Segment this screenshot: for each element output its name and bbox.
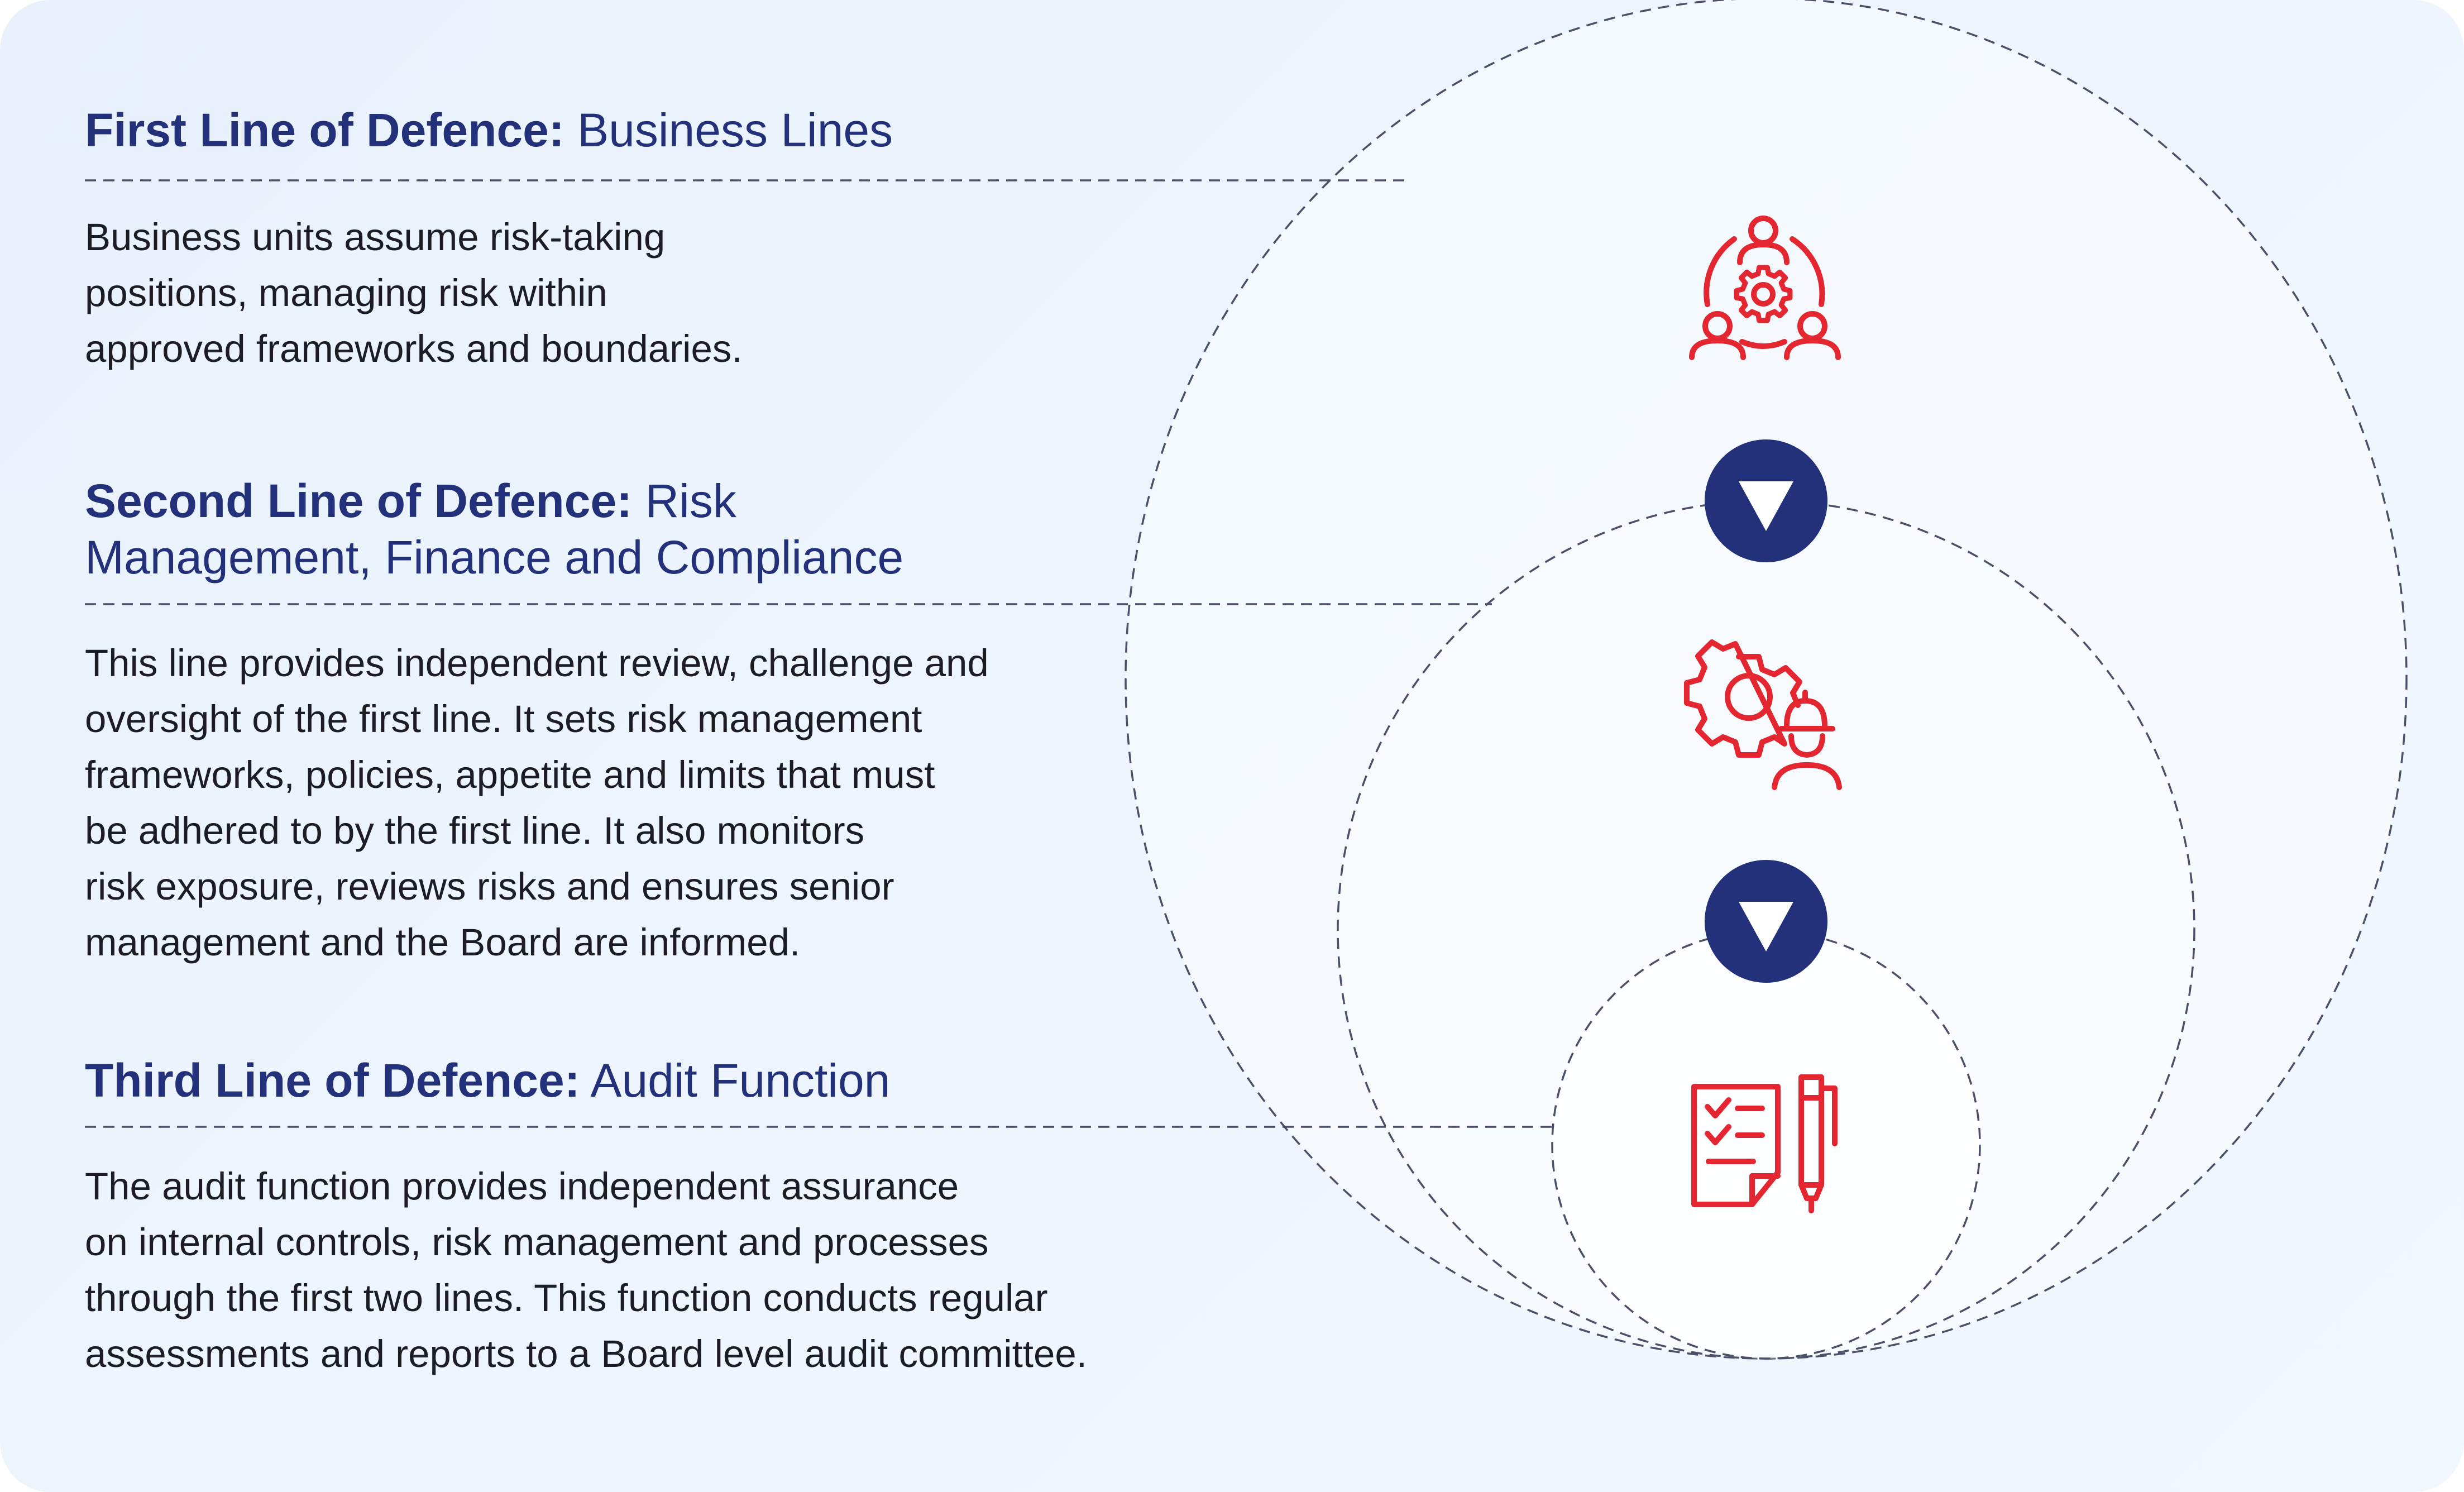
team-gear-icon bbox=[1689, 216, 1841, 360]
arrow-badge-1 bbox=[1705, 439, 1827, 562]
down-triangle-icon bbox=[1739, 481, 1793, 531]
down-triangle-icon bbox=[1739, 902, 1793, 951]
first-line-heading: First Line of Defence: Business Lines bbox=[85, 104, 893, 156]
checklist-pen-icon bbox=[1691, 1074, 1838, 1213]
third-line-heading: Third Line of Defence: Audit Function bbox=[85, 1054, 891, 1107]
third-line-description: The audit function provides independent … bbox=[85, 1165, 1087, 1375]
second-line-description: This line provides independent review, c… bbox=[85, 642, 989, 964]
arrow-badge-2 bbox=[1705, 860, 1827, 983]
gear-engineer-icon bbox=[1684, 639, 1842, 790]
second-line-heading: Second Line of Defence: Risk Management,… bbox=[85, 475, 904, 584]
first-line-description: Business units assume risk-taking positio… bbox=[85, 216, 743, 370]
inner-circle bbox=[1551, 930, 1981, 1360]
